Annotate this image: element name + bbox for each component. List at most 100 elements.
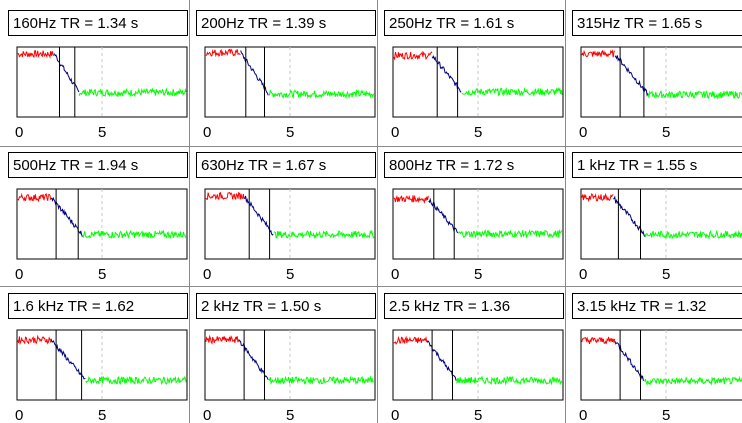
x-tick-label: 5 xyxy=(98,266,107,282)
plot-frame xyxy=(16,188,188,260)
early-trace xyxy=(205,191,245,201)
early-trace xyxy=(205,334,240,345)
decay-panel: 800Hz TR = 1.72 s 0 5 xyxy=(384,152,566,282)
row-separator xyxy=(0,146,742,147)
x-tick-label: 5 xyxy=(474,124,483,140)
plot-frame xyxy=(580,188,742,260)
column-separator xyxy=(565,0,566,423)
decay-plot xyxy=(580,46,742,118)
decay-panel: 315Hz TR = 1.65 s 0 5 xyxy=(572,10,742,140)
x-tick-label: 0 xyxy=(391,407,400,423)
decay-plot xyxy=(392,329,564,401)
early-trace xyxy=(17,192,52,203)
x-tick-label: 5 xyxy=(98,407,107,423)
panel-title: 3.15 kHz TR = 1.32 xyxy=(572,293,742,319)
x-tick-label: 0 xyxy=(15,124,24,140)
panel-title: 1 kHz TR = 1.55 s xyxy=(572,152,742,178)
tail-trace xyxy=(644,229,742,240)
x-tick-label: 0 xyxy=(203,124,212,140)
x-tick-label: 5 xyxy=(662,407,671,423)
row-separator xyxy=(0,286,742,287)
early-trace xyxy=(393,194,429,204)
decay-plot xyxy=(204,329,376,401)
panel-title: 800Hz TR = 1.72 s xyxy=(384,152,564,178)
x-tick-label: 0 xyxy=(15,266,24,282)
tail-trace xyxy=(78,87,187,98)
panel-title: 315Hz TR = 1.65 s xyxy=(572,10,742,36)
tail-trace xyxy=(644,375,742,386)
early-trace xyxy=(205,48,241,58)
plot-frame xyxy=(16,329,188,401)
tail-trace xyxy=(647,90,742,100)
panel-title: 160Hz TR = 1.34 s xyxy=(8,10,188,36)
panel-title: 250Hz TR = 1.61 s xyxy=(384,10,564,36)
tail-trace xyxy=(456,375,563,386)
x-tick-label: 0 xyxy=(203,266,212,282)
decay-panel: 2.5 kHz TR = 1.36 0 5 xyxy=(384,293,566,423)
panel-title: 2 kHz TR = 1.50 s xyxy=(196,293,376,319)
decay-panel: 1.6 kHz TR = 1.62 0 5 xyxy=(8,293,190,423)
plot-frame xyxy=(392,46,564,118)
x-tick-label: 5 xyxy=(98,124,107,140)
early-trace xyxy=(17,50,55,59)
early-trace xyxy=(393,50,433,61)
early-trace xyxy=(581,336,616,345)
x-tick-label: 0 xyxy=(579,266,588,282)
x-tick-label: 0 xyxy=(391,124,400,140)
decay-plot xyxy=(16,329,188,401)
decay-panel: 630Hz TR = 1.67 s 0 5 xyxy=(196,152,378,282)
x-tick-label: 5 xyxy=(474,407,483,423)
decay-panel: 3.15 kHz TR = 1.32 0 5 xyxy=(572,293,742,423)
plot-frame xyxy=(392,188,564,260)
panel-title: 630Hz TR = 1.67 s xyxy=(196,152,376,178)
panel-title: 500Hz TR = 1.94 s xyxy=(8,152,188,178)
x-tick-label: 0 xyxy=(391,266,400,282)
decay-plot xyxy=(580,188,742,260)
early-trace xyxy=(17,334,52,346)
plot-frame xyxy=(204,188,376,260)
plot-frame xyxy=(580,329,742,401)
tail-trace xyxy=(268,89,375,100)
x-tick-label: 5 xyxy=(662,124,671,140)
x-tick-label: 5 xyxy=(662,266,671,282)
decay-plot xyxy=(580,329,742,401)
decay-trace xyxy=(50,338,86,380)
panel-title: 2.5 kHz TR = 1.36 xyxy=(384,293,564,319)
decay-plot xyxy=(204,188,376,260)
x-tick-label: 5 xyxy=(286,124,295,140)
plot-frame xyxy=(204,46,376,118)
plot-frame xyxy=(204,329,376,401)
plot-frame xyxy=(16,46,188,118)
decay-panel: 1 kHz TR = 1.55 s 0 5 xyxy=(572,152,742,282)
decay-plot xyxy=(16,46,188,118)
panel-title: 1.6 kHz TR = 1.62 xyxy=(8,293,188,319)
plot-frame xyxy=(580,46,742,118)
x-tick-label: 0 xyxy=(15,407,24,423)
decay-panel: 2 kHz TR = 1.50 s 0 5 xyxy=(196,293,378,423)
decay-plot xyxy=(204,46,376,118)
decay-panel: 250Hz TR = 1.61 s 0 5 xyxy=(384,10,566,140)
tail-trace xyxy=(273,229,375,240)
decay-panel: 160Hz TR = 1.34 s 0 5 xyxy=(8,10,190,140)
x-tick-label: 0 xyxy=(203,407,212,423)
early-trace xyxy=(393,335,428,345)
tail-trace xyxy=(268,375,374,386)
x-tick-label: 0 xyxy=(579,124,588,140)
decay-plot xyxy=(392,46,564,118)
tail-trace xyxy=(458,228,563,239)
tail-trace xyxy=(461,86,563,97)
decay-panel: 200Hz TR = 1.39 s 0 5 xyxy=(196,10,378,140)
panel-title: 200Hz TR = 1.39 s xyxy=(196,10,376,36)
decay-plot xyxy=(16,188,188,260)
x-tick-label: 5 xyxy=(286,266,295,282)
tail-trace xyxy=(85,375,187,386)
decay-panel: 500Hz TR = 1.94 s 0 5 xyxy=(8,152,190,282)
early-trace xyxy=(581,49,616,58)
decay-plot xyxy=(392,188,564,260)
column-separator xyxy=(189,0,190,423)
tail-trace xyxy=(82,229,187,240)
x-tick-label: 0 xyxy=(579,407,588,423)
x-tick-label: 5 xyxy=(474,266,483,282)
column-separator xyxy=(377,0,378,423)
